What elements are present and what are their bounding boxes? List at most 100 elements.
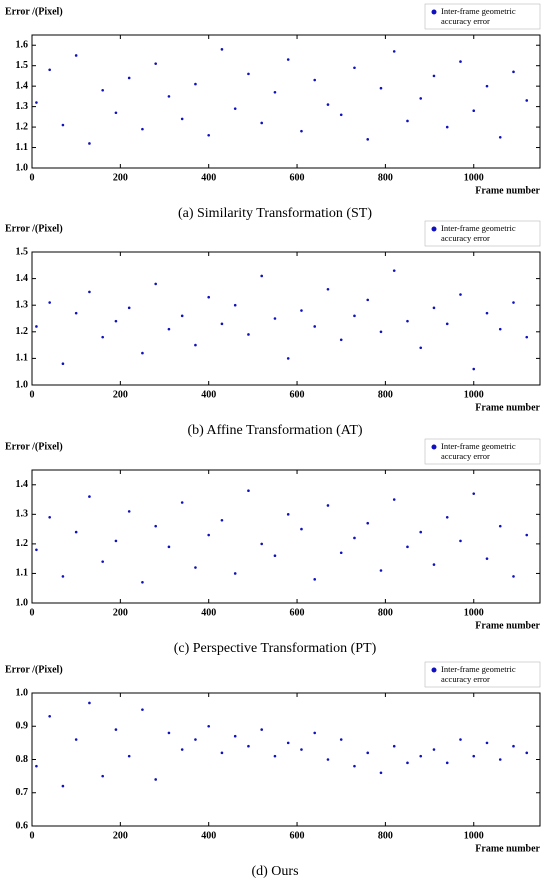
data-point: [432, 306, 436, 310]
plot-frame: [31, 469, 541, 604]
x-axis-title: Frame number: [475, 402, 540, 413]
data-point: [459, 60, 462, 63]
x-tick-label: 0: [30, 607, 35, 618]
data-point: [286, 741, 290, 745]
data-point: [167, 95, 171, 98]
data-point: [353, 536, 356, 540]
data-point: [194, 343, 197, 347]
caption: (c) Perspective Transformation (PT): [174, 641, 377, 656]
data-point: [485, 741, 489, 745]
x-tick-label: 200: [113, 607, 128, 618]
data-point: [141, 581, 144, 584]
data-point: [260, 542, 264, 546]
data-point: [379, 86, 383, 90]
legend-marker: [431, 667, 437, 673]
data-point: [48, 301, 51, 304]
legend-marker: [431, 226, 437, 232]
data-point: [101, 335, 104, 339]
data-point: [180, 501, 184, 504]
data-point: [326, 287, 330, 291]
data-point: [101, 88, 104, 92]
data-point: [432, 563, 436, 566]
data-point: [525, 335, 529, 339]
legend-label: Inter-frame geometric accuracy error: [441, 441, 516, 461]
data-point: [35, 325, 38, 328]
data-point: [101, 774, 104, 778]
data-point: [498, 136, 502, 139]
data-point: [512, 744, 515, 748]
data-point: [353, 314, 356, 318]
x-tick-label: 200: [113, 172, 128, 183]
data-point: [512, 575, 515, 578]
legend-label-box: Inter-frame geometric accuracy error: [441, 223, 516, 243]
data-point: [74, 530, 78, 534]
data-point: [326, 758, 330, 761]
data-point: [339, 551, 343, 555]
data-point: [207, 133, 210, 137]
data-point: [379, 330, 383, 334]
legend-label-box: Inter-frame geometric accuracy error: [441, 6, 516, 26]
data-point: [61, 575, 65, 578]
data-point: [273, 317, 277, 320]
legend-label-box: Inter-frame geometric accuracy error: [441, 664, 516, 684]
data-point: [459, 539, 462, 543]
data-point: [74, 738, 78, 741]
data-point: [48, 714, 51, 718]
y-tick-label: 1.5: [16, 60, 29, 71]
x-tick-label: 1000: [464, 389, 484, 400]
y-tick-label: 1.0: [16, 597, 29, 608]
data-point: [154, 524, 157, 528]
data-point: [498, 758, 502, 761]
x-tick-label: 0: [30, 389, 35, 400]
data-point: [419, 754, 423, 758]
data-point: [313, 78, 317, 82]
data-point: [247, 489, 250, 492]
data-point: [392, 744, 396, 748]
x-tick-label: 800: [378, 830, 393, 841]
data-point: [247, 72, 250, 76]
data-point: [127, 754, 131, 758]
y-tick-label: 1.1: [16, 568, 29, 579]
data-point: [260, 728, 264, 731]
x-tick-label: 400: [201, 830, 216, 841]
data-point: [485, 311, 489, 315]
x-tick-label: 1000: [464, 830, 484, 841]
data-point: [220, 322, 224, 326]
data-point: [286, 357, 290, 360]
y-tick-label: 1.0: [16, 162, 29, 173]
data-point: [35, 764, 38, 768]
data-point: [392, 498, 396, 501]
y-tick-label: 1.6: [16, 40, 29, 51]
data-point: [353, 66, 356, 70]
data-point: [366, 138, 370, 141]
panel: Error /(Pixel) Frame number (c) Perspectiv…: [5, 438, 541, 656]
y-tick-label: 1.1: [16, 353, 29, 364]
x-tick-label: 600: [290, 830, 305, 841]
data-point: [194, 82, 197, 86]
x-tick-label: 200: [113, 830, 128, 841]
y-tick-label: 1.2: [16, 121, 29, 132]
data-point: [366, 521, 370, 525]
y-tick-label: 1.1: [16, 142, 29, 153]
x-tick-label: 200: [113, 389, 128, 400]
data-point: [353, 764, 356, 768]
data-point: [366, 751, 370, 755]
data-point: [35, 548, 38, 552]
legend-box: [424, 220, 541, 247]
data-point: [512, 301, 515, 304]
data-point: [61, 784, 65, 788]
panel: Error /(Pixel) Frame number (a) Similarity…: [5, 3, 541, 221]
data-point: [207, 533, 210, 537]
data-point: [114, 539, 118, 543]
data-point: [88, 701, 91, 705]
y-tick-label: 1.0: [16, 379, 29, 390]
data-point: [525, 751, 529, 755]
data-point: [220, 48, 224, 51]
x-tick-label: 800: [378, 172, 393, 183]
data-point: [445, 515, 449, 519]
data-point: [233, 303, 237, 307]
x-tick-label: 0: [30, 172, 35, 183]
y-axis-title: Error /(Pixel): [5, 664, 63, 675]
data-point: [406, 319, 409, 323]
y-axis-title: Error /(Pixel): [5, 441, 63, 452]
